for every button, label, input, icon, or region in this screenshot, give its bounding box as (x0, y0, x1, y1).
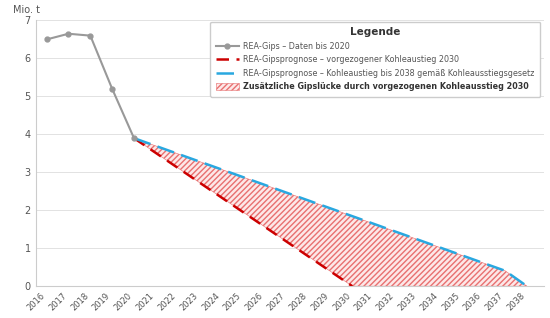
Legend: REA-Gips – Daten bis 2020, REA-Gipsprognose – vorgezogener Kohleaustieg 2030, RE: REA-Gips – Daten bis 2020, REA-Gipsprogn… (210, 22, 541, 97)
Text: Mio. t: Mio. t (13, 5, 40, 15)
